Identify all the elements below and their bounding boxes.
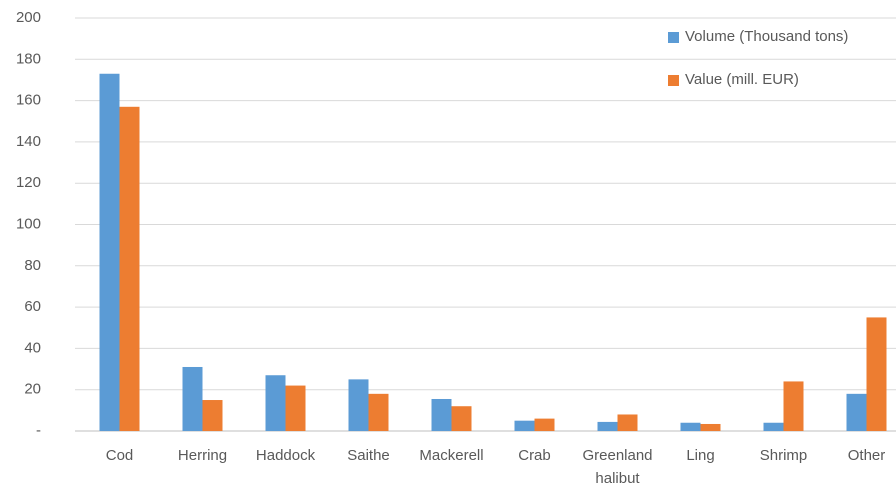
bar xyxy=(368,393,389,431)
x-tick-label: Crab xyxy=(518,447,551,464)
y-tick-label: 100 xyxy=(16,215,41,232)
legend-label: Volume (Thousand tons) xyxy=(685,28,848,45)
bar xyxy=(265,375,286,431)
y-tick-label: 120 xyxy=(16,174,41,191)
y-tick-label: - xyxy=(36,422,41,439)
bar xyxy=(534,418,555,431)
y-tick-label: 200 xyxy=(16,9,41,26)
y-tick-label: 160 xyxy=(16,92,41,109)
bar xyxy=(182,366,203,431)
x-tick-label: Greenland halibut xyxy=(582,447,652,486)
x-tick-label: Ling xyxy=(686,447,714,464)
bar xyxy=(431,398,452,431)
x-tick-label: Herring xyxy=(178,447,227,464)
bar xyxy=(617,414,638,431)
bar xyxy=(348,379,369,431)
bar xyxy=(99,73,120,431)
y-tick-label: 180 xyxy=(16,50,41,67)
legend-label: Value (mill. EUR) xyxy=(685,71,799,88)
bar xyxy=(451,406,472,431)
bar xyxy=(763,422,784,431)
y-tick-label: 40 xyxy=(24,339,41,356)
bar xyxy=(285,385,306,431)
y-tick-label: 60 xyxy=(24,298,41,315)
bar xyxy=(202,400,223,431)
bar xyxy=(846,393,867,431)
x-tick-label: Haddock xyxy=(256,447,316,464)
x-tick-label: Other xyxy=(848,447,886,464)
bar xyxy=(866,317,887,431)
legend-swatch xyxy=(668,32,679,43)
y-tick-label: 140 xyxy=(16,133,41,150)
legend-swatch xyxy=(668,75,679,86)
bar xyxy=(680,422,701,431)
x-tick-label: Saithe xyxy=(347,447,390,464)
x-tick-label: Shrimp xyxy=(760,447,808,464)
bar xyxy=(783,381,804,431)
bar xyxy=(597,421,618,431)
bar xyxy=(119,106,140,432)
y-tick-label: 80 xyxy=(24,257,41,274)
x-tick-label: Cod xyxy=(106,447,134,464)
bar xyxy=(700,423,721,431)
x-tick-label: Mackerell xyxy=(419,447,483,464)
bar xyxy=(514,420,535,431)
y-tick-label: 20 xyxy=(24,381,41,398)
